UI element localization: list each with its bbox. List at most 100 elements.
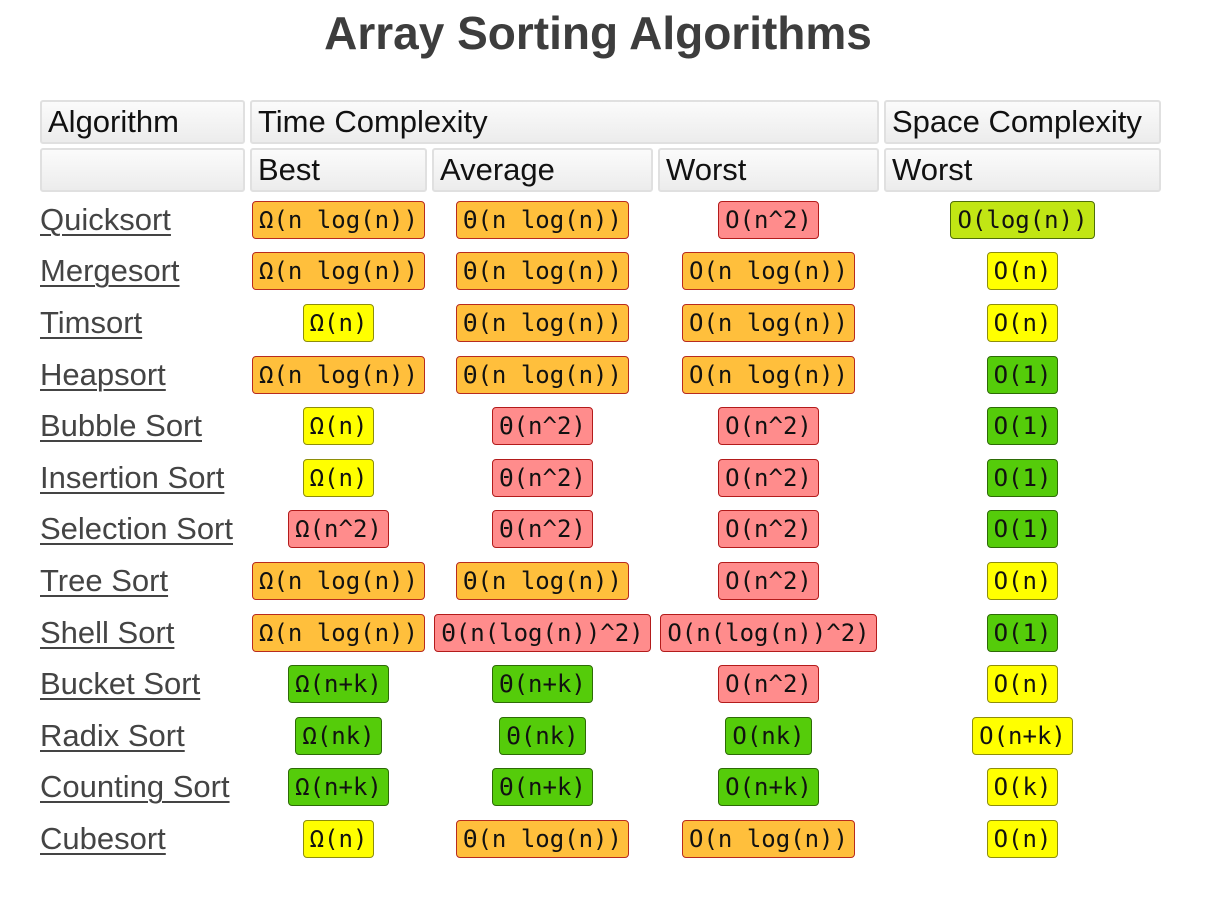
average-cell: Θ(n^2) xyxy=(432,402,653,450)
header-algorithm: Algorithm xyxy=(40,100,245,144)
worst-complexity-badge: O(n log(n)) xyxy=(682,303,855,342)
best-cell: Ω(n+k) xyxy=(250,764,427,812)
algorithm-link[interactable]: Heapsort xyxy=(40,356,166,392)
algorithm-cell: Timsort xyxy=(40,299,245,347)
space-cell: O(log(n)) xyxy=(884,196,1161,244)
header-space-complexity: Space Complexity xyxy=(884,100,1161,144)
table-body: Quicksort Ω(n log(n)) Θ(n log(n)) O(n^2) O(l… xyxy=(40,196,1161,863)
algorithm-link[interactable]: Selection Sort xyxy=(40,511,233,547)
algorithm-link[interactable]: Timsort xyxy=(40,304,143,340)
algorithm-cell: Cubesort xyxy=(40,815,245,863)
worst-cell: O(n^2) xyxy=(658,506,879,554)
average-cell: Θ(n log(n)) xyxy=(432,557,653,605)
worst-complexity-badge: O(n^2) xyxy=(718,200,819,239)
space-complexity-badge: O(n) xyxy=(986,665,1059,704)
table-row: Insertion Sort Ω(n) Θ(n^2) O(n^2) O(1) xyxy=(40,454,1161,502)
header-row-cases: Best Average Worst Worst xyxy=(40,148,1161,192)
worst-complexity-badge: O(nk) xyxy=(725,716,812,755)
worst-complexity-badge: O(n^2) xyxy=(718,665,819,704)
best-complexity-badge: Ω(n log(n)) xyxy=(252,355,425,394)
algorithm-link[interactable]: Tree Sort xyxy=(40,562,169,598)
worst-complexity-badge: O(n log(n)) xyxy=(682,252,855,291)
algorithm-link[interactable]: Bucket Sort xyxy=(40,666,201,702)
algorithm-cell: Bubble Sort xyxy=(40,402,245,450)
average-complexity-badge: Θ(n(log(n))^2) xyxy=(434,613,651,652)
algorithm-link[interactable]: Shell Sort xyxy=(40,614,175,650)
best-complexity-badge: Ω(n log(n)) xyxy=(252,200,425,239)
space-complexity-badge: O(1) xyxy=(986,613,1059,652)
best-cell: Ω(n log(n)) xyxy=(250,351,427,399)
space-complexity-badge: O(n) xyxy=(986,252,1059,291)
best-cell: Ω(n^2) xyxy=(250,506,427,554)
worst-complexity-badge: O(n log(n)) xyxy=(682,355,855,394)
space-cell: O(1) xyxy=(884,454,1161,502)
average-cell: Θ(n log(n)) xyxy=(432,815,653,863)
table-header: Algorithm Time Complexity Space Complexi… xyxy=(40,100,1161,192)
worst-complexity-badge: O(n^2) xyxy=(718,407,819,446)
header-time-complexity: Time Complexity xyxy=(250,100,879,144)
algorithm-cell: Bucket Sort xyxy=(40,660,245,708)
space-complexity-badge: O(1) xyxy=(986,458,1059,497)
algorithm-link[interactable]: Insertion Sort xyxy=(40,459,225,495)
table-row: Selection Sort Ω(n^2) Θ(n^2) O(n^2) O(1) xyxy=(40,506,1161,554)
average-cell: Θ(nk) xyxy=(432,712,653,760)
best-cell: Ω(n) xyxy=(250,815,427,863)
average-cell: Θ(n log(n)) xyxy=(432,248,653,296)
page-title: Array Sorting Algorithms xyxy=(324,7,872,59)
space-cell: O(n) xyxy=(884,248,1161,296)
worst-cell: O(n^2) xyxy=(658,660,879,708)
space-complexity-badge: O(k) xyxy=(986,768,1059,807)
space-cell: O(n) xyxy=(884,815,1161,863)
algorithm-cell: Insertion Sort xyxy=(40,454,245,502)
space-complexity-badge: O(n) xyxy=(986,303,1059,342)
algorithm-link[interactable]: Mergesort xyxy=(40,253,180,289)
table-row: Heapsort Ω(n log(n)) Θ(n log(n)) O(n log(n)… xyxy=(40,351,1161,399)
best-cell: Ω(n log(n)) xyxy=(250,248,427,296)
algorithm-link[interactable]: Radix Sort xyxy=(40,717,185,753)
header-average: Average xyxy=(432,148,653,192)
average-cell: Θ(n^2) xyxy=(432,506,653,554)
average-complexity-badge: Θ(nk) xyxy=(499,716,586,755)
best-complexity-badge: Ω(n) xyxy=(302,819,375,858)
best-cell: Ω(n) xyxy=(250,454,427,502)
table-row: Tree Sort Ω(n log(n)) Θ(n log(n)) O(n^2) O(n… xyxy=(40,557,1161,605)
space-cell: O(1) xyxy=(884,351,1161,399)
algorithm-link[interactable]: Counting Sort xyxy=(40,769,230,805)
header-blank xyxy=(40,148,245,192)
space-complexity-badge: O(1) xyxy=(986,407,1059,446)
worst-cell: O(n log(n)) xyxy=(658,351,879,399)
worst-cell: O(n^2) xyxy=(658,454,879,502)
worst-cell: O(n(log(n))^2) xyxy=(658,609,879,657)
worst-complexity-badge: O(n^2) xyxy=(718,458,819,497)
table-row: Counting Sort Ω(n+k) Θ(n+k) O(n+k) O(k) xyxy=(40,764,1161,812)
average-complexity-badge: Θ(n+k) xyxy=(492,768,593,807)
space-complexity-badge: O(1) xyxy=(986,510,1059,549)
algorithm-cell: Mergesort xyxy=(40,248,245,296)
best-complexity-badge: Ω(n) xyxy=(302,458,375,497)
average-complexity-badge: Θ(n^2) xyxy=(492,510,593,549)
worst-cell: O(n log(n)) xyxy=(658,815,879,863)
algorithm-cell: Quicksort xyxy=(40,196,245,244)
best-cell: Ω(n log(n)) xyxy=(250,609,427,657)
average-complexity-badge: Θ(n log(n)) xyxy=(456,252,629,291)
algorithm-cell: Radix Sort xyxy=(40,712,245,760)
space-cell: O(n) xyxy=(884,557,1161,605)
average-cell: Θ(n(log(n))^2) xyxy=(432,609,653,657)
average-complexity-badge: Θ(n log(n)) xyxy=(456,200,629,239)
table-row: Timsort Ω(n) Θ(n log(n)) O(n log(n)) O(n) xyxy=(40,299,1161,347)
worst-complexity-badge: O(n+k) xyxy=(718,768,819,807)
table-row: Shell Sort Ω(n log(n)) Θ(n(log(n))^2) O(n(l… xyxy=(40,609,1161,657)
average-complexity-badge: Θ(n^2) xyxy=(492,458,593,497)
best-cell: Ω(n+k) xyxy=(250,660,427,708)
average-complexity-badge: Θ(n log(n)) xyxy=(456,303,629,342)
average-complexity-badge: Θ(n log(n)) xyxy=(456,561,629,600)
algorithm-link[interactable]: Quicksort xyxy=(40,201,171,237)
average-cell: Θ(n log(n)) xyxy=(432,351,653,399)
worst-cell: O(n+k) xyxy=(658,764,879,812)
algorithm-link[interactable]: Bubble Sort xyxy=(40,408,202,444)
best-cell: Ω(n log(n)) xyxy=(250,196,427,244)
average-complexity-badge: Θ(n log(n)) xyxy=(456,355,629,394)
algorithm-link[interactable]: Cubesort xyxy=(40,820,166,856)
best-cell: Ω(nk) xyxy=(250,712,427,760)
space-cell: O(n+k) xyxy=(884,712,1161,760)
